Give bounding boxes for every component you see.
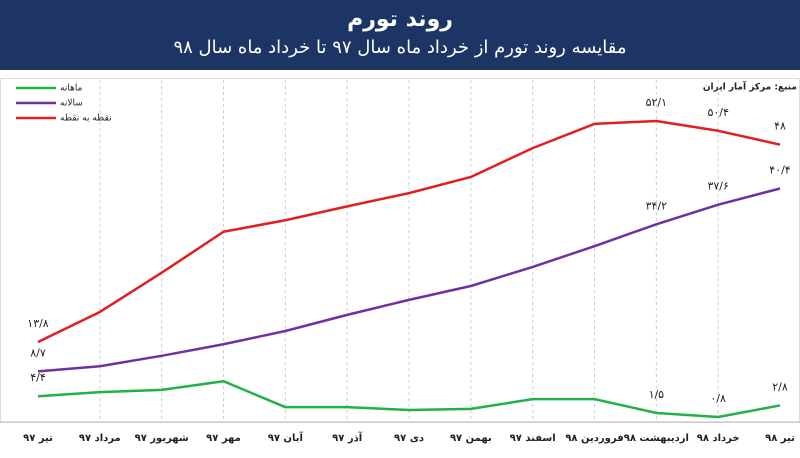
x-tick-label: تیر ۹۸ — [765, 433, 795, 444]
data-label: ۵۰/۴ — [707, 106, 729, 119]
data-label: ۱/۵ — [649, 388, 665, 401]
data-label: ۴۰/۴ — [769, 163, 791, 176]
x-tick-label: آذر ۹۷ — [332, 431, 363, 444]
x-tick-label: مرداد ۹۷ — [79, 433, 121, 444]
data-label: ۱۳/۸ — [27, 317, 49, 330]
x-tick-label: اردیبهشت ۹۸ — [624, 433, 689, 444]
header-band — [0, 0, 800, 70]
x-tick-label: فروردین ۹۸ — [565, 433, 623, 444]
series-line — [37, 187, 781, 373]
data-label: ۳۷/۶ — [707, 180, 728, 193]
data-label: ۳۴/۲ — [646, 199, 668, 212]
x-tick-label: خرداد ۹۸ — [697, 433, 740, 444]
chart-title: روند تورم — [347, 7, 453, 32]
legend-label: نقطه به نقطه — [60, 114, 112, 124]
data-label: ۸/۷ — [30, 346, 46, 359]
x-tick-label: دی ۹۷ — [394, 433, 424, 444]
x-tick-label: اسفند ۹۷ — [510, 433, 556, 444]
legend-label: ماهانه — [60, 84, 83, 94]
series-line — [37, 379, 781, 419]
data-label: ۵۲/۱ — [646, 96, 667, 109]
x-tick-label: مهر ۹۷ — [206, 433, 241, 444]
plot-frame — [0, 78, 800, 423]
data-label: ۴۸ — [774, 120, 786, 133]
legend-label: سالانه — [60, 99, 83, 109]
x-tick-label: آبان ۹۷ — [268, 431, 304, 444]
series-line — [37, 119, 781, 344]
x-tick-label: شهریور ۹۷ — [135, 433, 189, 444]
x-tick-label: تیر ۹۷ — [23, 433, 53, 444]
source-note: منبع: مرکز آمار ایران — [703, 81, 797, 93]
data-label: ۲/۸ — [772, 380, 788, 393]
x-tick-label: بهمن ۹۷ — [450, 433, 492, 444]
data-label: ۴/۴ — [30, 371, 46, 384]
data-label: ۰/۸ — [710, 392, 726, 405]
chart-subtitle: مقایسه روند تورم از خرداد ماه سال ۹۷ تا … — [173, 37, 626, 58]
